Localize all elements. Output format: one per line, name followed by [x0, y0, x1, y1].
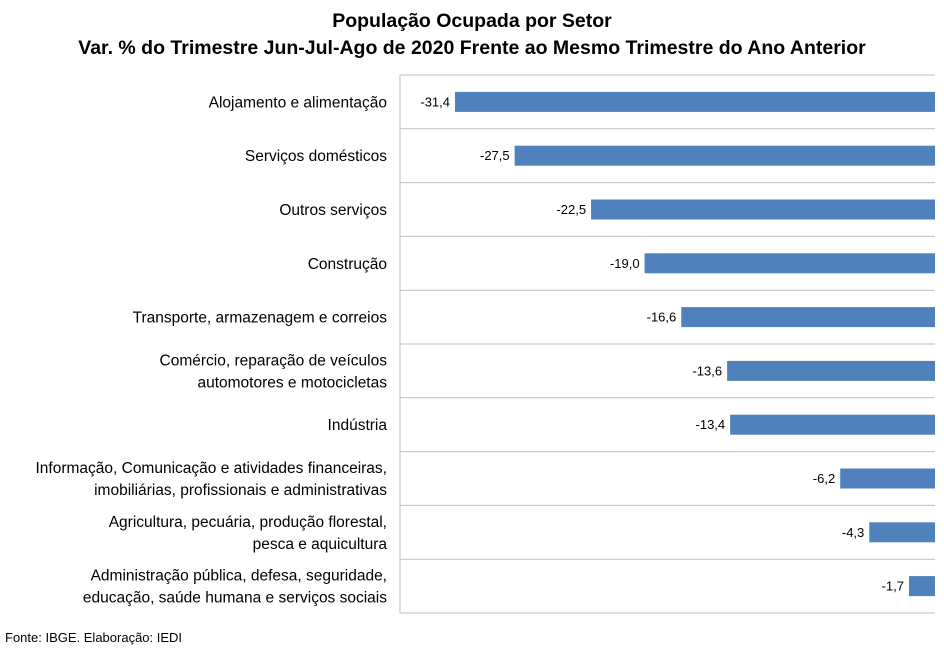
data-label: -13,4 [696, 417, 726, 432]
data-label: -4,3 [842, 525, 864, 540]
category-label: Serviços domésticos [245, 148, 387, 165]
bar [644, 253, 935, 274]
category-label: Informação, Comunicação e atividades fin… [35, 460, 387, 477]
category-label: Construção [308, 256, 387, 273]
category-label: Administração pública, defesa, seguridad… [91, 568, 387, 585]
bar [455, 91, 935, 112]
bar [869, 522, 935, 543]
bar [514, 145, 935, 166]
category-label: imobiliárias, profissionais e administra… [94, 482, 387, 499]
category-label: pesca e aquicultura [253, 536, 388, 553]
data-label: -1,7 [882, 579, 904, 594]
data-label: -13,6 [692, 363, 722, 378]
bar [909, 576, 935, 597]
data-label: -31,4 [420, 94, 450, 109]
category-label: educação, saúde humana e serviços sociai… [83, 590, 387, 607]
chart-subtitle-line: Var. % do Trimestre Jun-Jul-Ago de 2020 … [78, 37, 866, 59]
data-label: -27,5 [480, 148, 510, 163]
bar [727, 360, 935, 381]
source-note: Fonte: IBGE. Elaboração: IEDI [5, 630, 183, 645]
bar [730, 414, 935, 435]
data-label: -19,0 [610, 256, 640, 271]
category-label: Agricultura, pecuária, produção floresta… [109, 514, 387, 531]
data-label: -16,6 [647, 310, 677, 325]
category-label: Indústria [328, 417, 388, 434]
data-label: -22,5 [556, 202, 586, 217]
data-label: -6,2 [813, 471, 835, 486]
category-label: Alojamento e alimentação [209, 94, 387, 111]
bar [681, 307, 935, 328]
chart-title-line: População Ocupada por Setor [332, 10, 612, 32]
category-label: Outros serviços [279, 202, 387, 219]
bar [591, 199, 935, 220]
category-label: Comércio, reparação de veículos [160, 352, 388, 369]
category-label: automotores e motocicletas [197, 374, 387, 391]
chart-title: População Ocupada por Setor Var. % do Tr… [0, 8, 944, 62]
category-label: Transporte, armazenagem e correios [133, 310, 388, 327]
bar [840, 468, 935, 489]
